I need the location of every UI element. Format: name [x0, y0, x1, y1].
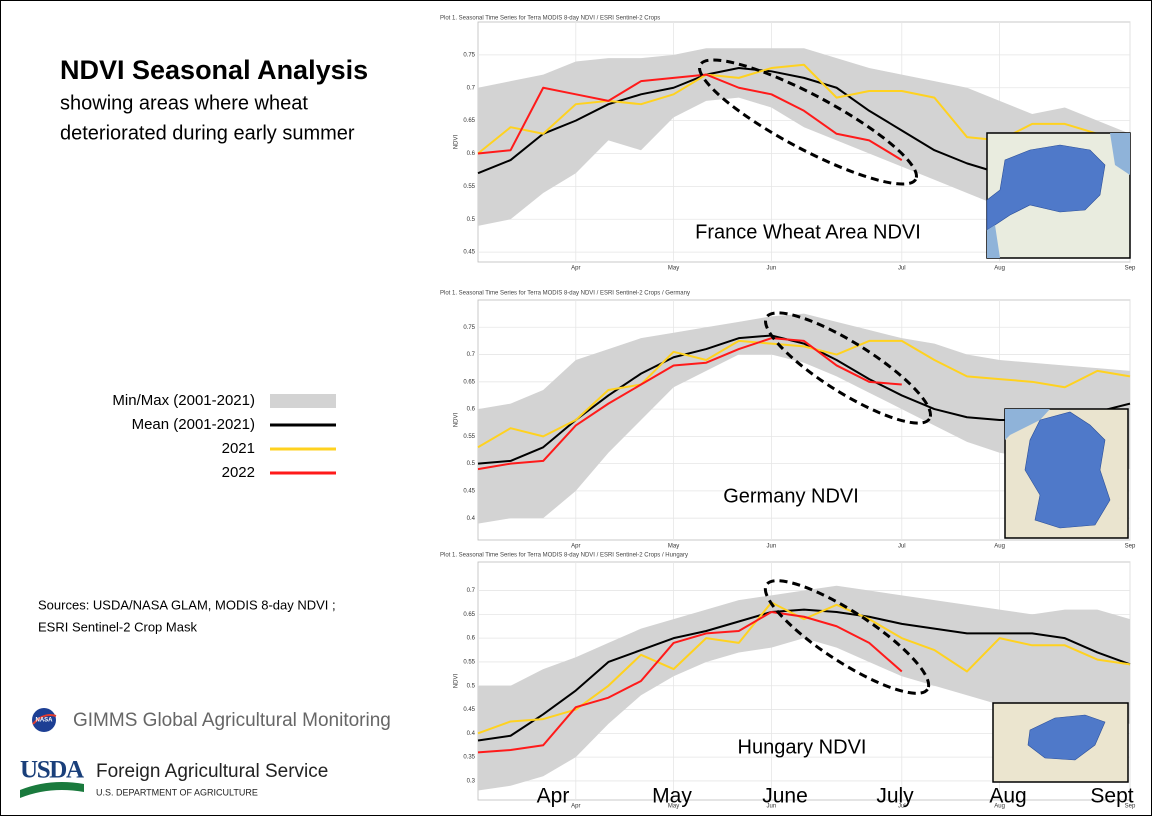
series-line: [477, 610, 903, 754]
highlight-ellipse: [763, 579, 931, 695]
month-label: May: [652, 785, 692, 808]
legend-swatch: [270, 394, 336, 408]
y-tick-label: 0.6: [467, 636, 476, 642]
y-tick-label: 0.4: [467, 516, 476, 522]
legend-label: Mean (2001-2021): [132, 416, 255, 433]
legend-label: 2021: [222, 440, 255, 457]
y-tick-label: 0.6: [467, 151, 476, 157]
series-line: [477, 337, 902, 471]
x-tick-label: Aug: [994, 804, 1005, 810]
series-line: [477, 339, 1131, 449]
gimms-label: GIMMS Global Agricultural Monitoring: [73, 710, 391, 731]
slide-subtitle: showing areas where wheat: [60, 92, 308, 114]
y-tick-label: 0.65: [463, 118, 475, 124]
y-tick-label: 0.5: [467, 217, 476, 223]
map-region: [986, 144, 1106, 231]
series-line: [477, 601, 1131, 735]
x-tick-label: May: [668, 266, 679, 272]
y-tick-label: 0.35: [463, 755, 475, 761]
x-tick-label: May: [668, 804, 679, 810]
x-tick-label: Aug: [994, 544, 1005, 550]
germany-map: [1004, 408, 1129, 539]
y-tick-label: 0.45: [463, 707, 475, 713]
month-labels: Apr May June July Aug Sept: [537, 785, 1134, 808]
x-tick-label: Apr: [571, 544, 580, 550]
y-tick-label: 0.5: [467, 683, 476, 689]
plot-title: Plot 1. Seasonal Time Series for Terra M…: [440, 553, 688, 559]
highlight-ellipse: [764, 311, 932, 425]
x-tick-label: Jun: [767, 266, 777, 272]
month-label: Apr: [537, 785, 570, 808]
plot-annotation: Germany NDVI: [723, 485, 859, 507]
y-tick-label: 0.55: [463, 434, 475, 440]
y-tick-label: 0.75: [463, 52, 475, 58]
map-water: [1005, 409, 1050, 440]
france-map: [986, 132, 1131, 259]
y-axis-label: NDVI: [454, 135, 460, 150]
nasa-swoosh: [32, 714, 57, 725]
x-tick-label: Sep: [1125, 544, 1136, 550]
highlight-ellipse: [698, 58, 918, 186]
plot-annotation: Hungary NDVI: [738, 736, 867, 758]
slide-title: NDVI Seasonal Analysis: [60, 55, 368, 85]
min-max-band: [478, 313, 1130, 524]
x-tick-label: Apr: [571, 266, 580, 272]
month-label: June: [762, 785, 808, 808]
month-label: Aug: [989, 785, 1026, 808]
hungary-map: [992, 702, 1129, 783]
y-tick-label: 0.4: [467, 731, 476, 737]
map-region: [1027, 714, 1106, 761]
x-tick-label: Jul: [898, 266, 906, 272]
x-tick-label: Sep: [1125, 266, 1136, 272]
y-tick-label: 0.45: [463, 250, 475, 256]
usda-swoosh: [20, 782, 84, 798]
y-tick-label: 0.7: [467, 85, 476, 91]
map-region: [1024, 411, 1111, 529]
plot-title: Plot 1. Seasonal Time Series for Terra M…: [440, 291, 690, 297]
fas-label: Foreign Agricultural Service: [96, 761, 328, 782]
min-max-band: [478, 585, 1130, 791]
y-tick-label: 0.7: [467, 352, 476, 358]
y-tick-label: 0.6: [467, 407, 476, 413]
x-tick-label: Jul: [898, 544, 906, 550]
y-tick-label: 0.65: [463, 379, 475, 385]
x-tick-label: Jun: [767, 544, 777, 550]
usda-logo: USDA: [20, 757, 84, 784]
y-tick-label: 0.55: [463, 184, 475, 190]
department-label: U.S. DEPARTMENT OF AGRICULTURE: [96, 787, 258, 797]
map-water: [987, 133, 1130, 258]
plots: Plot 1. Seasonal Time Series for Terra M…: [440, 16, 1136, 810]
y-tick-label: 0.7: [467, 588, 476, 594]
y-axis-label: NDVI: [454, 413, 460, 428]
y-tick-label: 0.75: [463, 325, 475, 331]
x-tick-label: Sep: [1125, 804, 1136, 810]
x-tick-label: Apr: [571, 804, 580, 810]
sources: Sources: USDA/NASA GLAM, MODIS 8-day NDV…: [38, 597, 336, 612]
y-axis-label: NDVI: [454, 674, 460, 689]
nasa-logo-text: NASA: [35, 718, 53, 724]
y-tick-label: 0.45: [463, 488, 475, 494]
x-tick-label: Jul: [898, 804, 906, 810]
plot-title: Plot 1. Seasonal Time Series for Terra M…: [440, 16, 660, 22]
series-line: [477, 73, 903, 161]
legend: Min/Max (2001-2021) Mean (2001-2021) 2021 2…: [112, 392, 336, 481]
legend-label: Min/Max (2001-2021): [112, 392, 255, 409]
sources: ESRI Sentinel-2 Crop Mask: [38, 619, 197, 634]
y-tick-label: 0.55: [463, 660, 475, 666]
month-label: Sept: [1090, 785, 1133, 808]
y-tick-label: 0.3: [467, 779, 476, 785]
legend-label: 2022: [222, 464, 255, 481]
slide-subtitle: deteriorated during early summer: [60, 122, 355, 144]
x-tick-label: Aug: [994, 266, 1005, 272]
x-tick-label: May: [668, 544, 679, 550]
y-tick-label: 0.65: [463, 612, 475, 618]
plot-annotation: France Wheat Area NDVI: [695, 221, 921, 243]
series-line: [477, 608, 1131, 742]
y-tick-label: 0.5: [467, 461, 476, 467]
month-label: July: [876, 785, 914, 808]
x-tick-label: Jun: [767, 804, 777, 810]
